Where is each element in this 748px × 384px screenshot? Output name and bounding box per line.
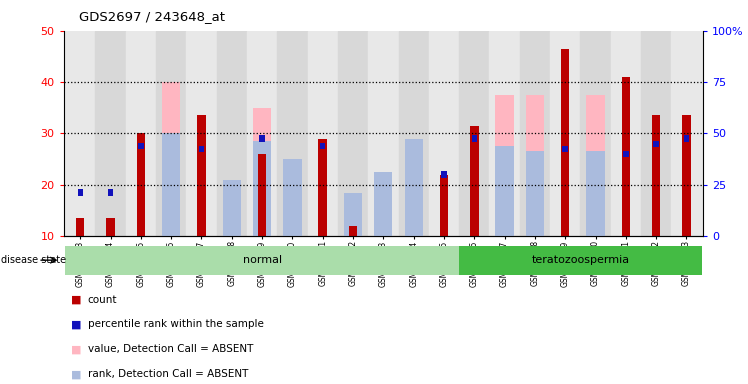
Bar — [561, 49, 569, 236]
Bar — [489, 31, 520, 236]
Bar — [319, 139, 327, 236]
Bar — [78, 189, 83, 195]
Text: normal: normal — [242, 255, 282, 265]
Bar — [586, 151, 604, 236]
Bar — [197, 116, 206, 236]
Text: ■: ■ — [71, 344, 82, 354]
Bar — [283, 159, 301, 236]
Bar — [459, 246, 702, 275]
Bar — [405, 139, 423, 236]
Bar — [283, 159, 301, 236]
Bar — [562, 146, 568, 152]
Bar — [550, 31, 580, 236]
Bar — [162, 82, 180, 236]
Bar — [199, 146, 204, 152]
Bar — [495, 146, 514, 236]
Text: ■: ■ — [71, 295, 82, 305]
Text: ■: ■ — [71, 369, 82, 379]
Bar — [374, 172, 393, 236]
Bar — [622, 77, 630, 236]
Text: value, Detection Call = ABSENT: value, Detection Call = ABSENT — [88, 344, 253, 354]
Bar — [258, 154, 266, 236]
Text: ■: ■ — [71, 319, 82, 329]
Bar — [108, 189, 113, 195]
Bar — [278, 31, 307, 236]
Text: count: count — [88, 295, 117, 305]
Bar — [186, 31, 217, 236]
Bar — [586, 95, 604, 236]
Bar — [654, 141, 659, 147]
Text: rank, Detection Call = ABSENT: rank, Detection Call = ABSENT — [88, 369, 248, 379]
Bar — [470, 126, 479, 236]
Text: disease state: disease state — [1, 255, 66, 265]
Bar — [368, 31, 399, 236]
Bar — [223, 205, 241, 236]
Bar — [526, 95, 544, 236]
Bar — [682, 116, 690, 236]
Bar — [217, 31, 247, 236]
Bar — [440, 174, 448, 236]
Bar — [76, 218, 85, 236]
Bar — [65, 246, 459, 275]
Bar — [307, 31, 338, 236]
Bar — [247, 31, 278, 236]
Bar — [106, 218, 114, 236]
Bar — [399, 31, 429, 236]
Bar — [137, 133, 145, 236]
Bar — [526, 151, 544, 236]
Bar — [320, 143, 325, 149]
Bar — [520, 31, 550, 236]
Bar — [374, 172, 393, 236]
Bar — [162, 133, 180, 236]
Bar — [429, 31, 459, 236]
Bar — [253, 108, 272, 236]
Bar — [471, 136, 477, 142]
Bar — [349, 226, 358, 236]
Bar — [459, 31, 489, 236]
Bar — [96, 31, 126, 236]
Bar — [223, 180, 241, 236]
Bar — [580, 31, 610, 236]
Bar — [338, 31, 368, 236]
Text: teratozoospermia: teratozoospermia — [531, 255, 629, 265]
Bar — [495, 95, 514, 236]
Bar — [441, 171, 447, 178]
Bar — [126, 31, 156, 236]
Bar — [344, 226, 362, 236]
Bar — [138, 143, 144, 149]
Text: percentile rank within the sample: percentile rank within the sample — [88, 319, 263, 329]
Bar — [156, 31, 186, 236]
Bar — [623, 151, 628, 157]
Bar — [610, 31, 641, 236]
Bar — [652, 116, 660, 236]
Text: GDS2697 / 243648_at: GDS2697 / 243648_at — [79, 10, 224, 23]
Bar — [253, 141, 272, 236]
Bar — [641, 31, 671, 236]
Bar — [684, 136, 689, 142]
Bar — [65, 31, 96, 236]
Bar — [405, 139, 423, 236]
Bar — [671, 31, 702, 236]
Bar — [260, 136, 265, 142]
Bar — [344, 192, 362, 236]
